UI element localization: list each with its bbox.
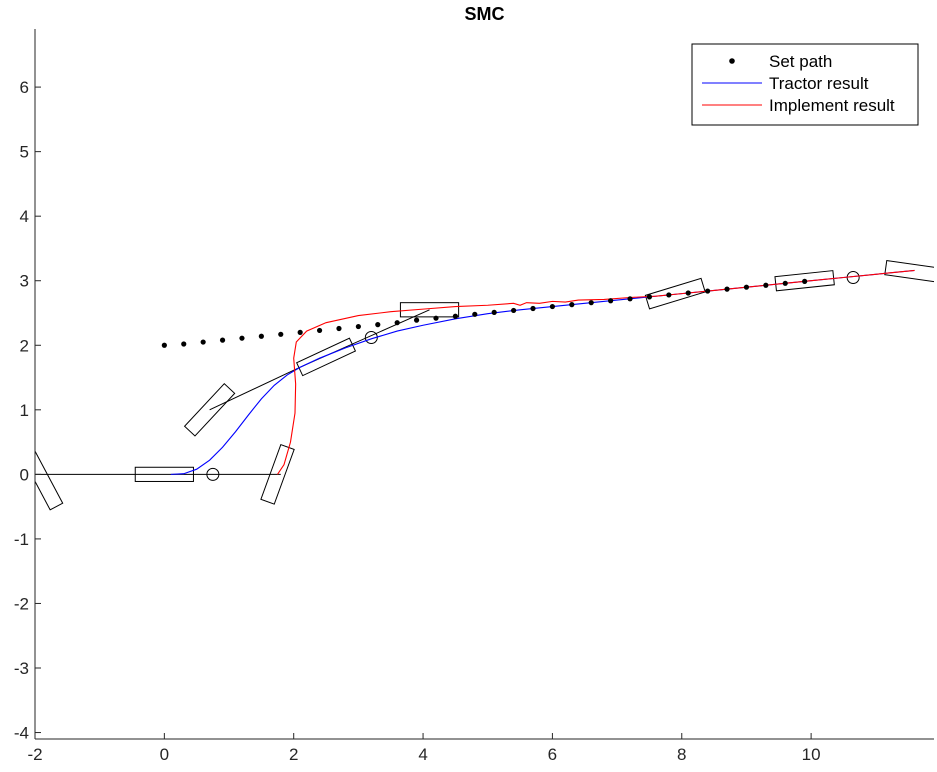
set-path-point-9 <box>336 325 342 332</box>
y-tick-label-2: -2 <box>14 594 29 613</box>
set-path-point-20 <box>549 303 556 310</box>
x-tick-label-6: 10 <box>802 745 821 764</box>
axes: -2 0 2 4 6 8 10 -4 -3 -2 -1 0 1 2 3 4 5 6 <box>14 29 934 764</box>
y-tick-label-10: 6 <box>20 78 29 97</box>
set-path-point-10 <box>355 323 361 330</box>
tractor-box-initial <box>134 466 194 482</box>
legend-label-2: Implement result <box>769 96 895 115</box>
set-path-point-8 <box>316 327 323 334</box>
y-tick-label-7: 3 <box>20 272 29 291</box>
set-path-point-0 <box>161 342 167 348</box>
wheel-marker-1 <box>206 467 220 481</box>
y-tick-label-5: 1 <box>20 401 29 420</box>
x-tick-label-1: 0 <box>160 745 169 764</box>
legend-marker-set-path <box>729 58 735 64</box>
legend-label-1: Tractor result <box>769 74 869 93</box>
y-tick-label-3: -1 <box>14 530 29 549</box>
set-path-point-30 <box>743 284 750 290</box>
implement-box-initial <box>260 443 295 505</box>
implement-box-swing <box>183 382 236 437</box>
y-tick-label-9: 5 <box>20 143 29 162</box>
tractor-box-climb <box>296 337 357 377</box>
hitch-line-1 <box>209 366 301 411</box>
x-tick-label-5: 8 <box>677 745 686 764</box>
set-path-point-15 <box>452 313 458 319</box>
set-path-point-12 <box>394 320 400 326</box>
set-path-point-27 <box>685 290 691 296</box>
set-path-point-18 <box>511 307 517 314</box>
left-edge-box <box>35 451 64 511</box>
x-tick-label-2: 2 <box>289 745 298 764</box>
legend: Set path Tractor result Implement result <box>691 43 919 126</box>
legend-box <box>691 43 919 126</box>
set-path-point-31 <box>763 282 769 288</box>
set-path-point-2 <box>200 339 206 345</box>
y-tick-label-1: -3 <box>14 659 29 678</box>
y-tick-label-4: 0 <box>20 465 29 484</box>
y-tick-label-0: -4 <box>14 724 29 743</box>
set-path-point-33 <box>802 278 808 284</box>
x-tick-label-4: 6 <box>548 745 557 764</box>
set-path-point-24 <box>627 296 633 302</box>
set-path-point-28 <box>705 288 711 294</box>
chart-title: SMC <box>465 4 505 24</box>
set-path-point-4 <box>239 335 245 341</box>
y-tick-label-6: 2 <box>20 336 29 355</box>
x-tick-label-0: -2 <box>27 745 42 764</box>
box-far-right <box>884 260 934 284</box>
set-path-point-1 <box>181 341 187 347</box>
set-path-point-26 <box>666 292 672 298</box>
set-path-point-19 <box>530 305 536 312</box>
plot-area <box>35 260 934 511</box>
set-path-point-17 <box>491 309 497 315</box>
series-line-1 <box>170 269 915 475</box>
set-path-point-25 <box>646 294 653 300</box>
y-tick-label-8: 4 <box>20 207 29 226</box>
set-path-point-14 <box>433 315 439 321</box>
set-path-point-11 <box>375 322 381 328</box>
box-mid <box>644 277 706 310</box>
legend-label-0: Set path <box>769 52 832 71</box>
implement-box-top <box>399 302 460 318</box>
plot-clip-group <box>35 260 934 511</box>
set-path-point-21 <box>569 302 575 308</box>
set-path-point-6 <box>278 331 284 337</box>
set-path-point-32 <box>782 280 788 286</box>
set-path-point-13 <box>413 317 420 323</box>
set-path-point-16 <box>472 311 478 317</box>
set-path-point-3 <box>219 337 226 343</box>
set-path-point-22 <box>588 300 594 306</box>
series-line-2 <box>277 269 915 475</box>
set-path-point-23 <box>608 298 614 304</box>
x-tick-label-3: 4 <box>418 745 427 764</box>
set-path-point-7 <box>297 329 303 335</box>
set-path-point-29 <box>724 286 730 292</box>
set-path-point-5 <box>258 333 264 339</box>
